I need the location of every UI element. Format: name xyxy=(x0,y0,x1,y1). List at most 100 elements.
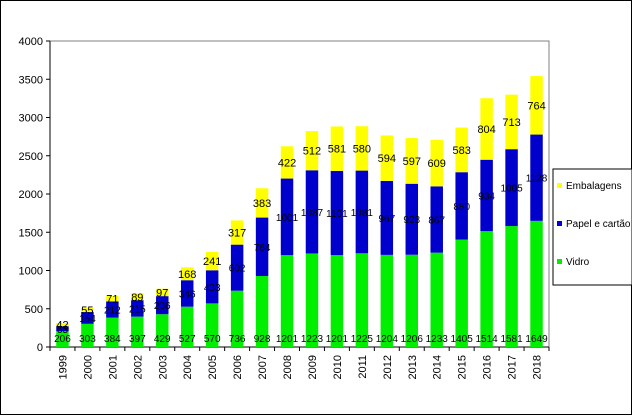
value-label: 867 xyxy=(428,216,445,227)
x-tick-label: 2015 xyxy=(457,355,469,379)
plot-area xyxy=(49,40,550,348)
bar-segment xyxy=(230,244,244,291)
bar-segment xyxy=(131,293,144,301)
value-label: 397 xyxy=(129,334,146,345)
bar-segment xyxy=(131,316,144,347)
legend-swatch xyxy=(557,183,562,188)
bar-segment xyxy=(355,126,369,171)
value-label: 1233 xyxy=(426,334,449,345)
bar-segment xyxy=(280,178,294,256)
bar-segment xyxy=(455,239,468,347)
legend-label: Embalagens xyxy=(566,181,622,192)
value-label: 89 xyxy=(131,292,143,304)
bar-segment xyxy=(355,253,369,347)
bar-segment xyxy=(455,127,468,173)
y-tick-label: 3000 xyxy=(19,113,43,125)
x-tick-label: 2018 xyxy=(532,355,544,379)
value-label: 1223 xyxy=(301,334,324,345)
value-label: 594 xyxy=(378,153,396,165)
value-label: 570 xyxy=(204,334,221,345)
bar-segment xyxy=(106,317,119,347)
value-label: 1081 xyxy=(351,208,374,219)
value-label: 512 xyxy=(303,146,321,158)
value-label: 581 xyxy=(328,144,346,156)
value-label: 55 xyxy=(81,305,93,317)
bar-segment xyxy=(106,301,119,318)
bar-segment xyxy=(280,255,294,347)
bar-segment xyxy=(156,314,169,347)
value-label: 303 xyxy=(79,334,96,345)
bar-segment xyxy=(380,254,394,347)
bar-segment xyxy=(156,296,169,315)
x-tick-label: 2009 xyxy=(307,355,319,379)
value-label: 1204 xyxy=(376,334,399,345)
value-label: 967 xyxy=(378,214,395,225)
bar-segment xyxy=(205,303,219,347)
value-label: 168 xyxy=(178,269,196,281)
bar-segment xyxy=(180,280,194,307)
value-label: 1001 xyxy=(276,213,299,224)
x-tick-label: 2012 xyxy=(382,355,394,379)
bar-segment xyxy=(280,146,294,179)
value-label: 154 xyxy=(79,314,96,325)
x-tick-label: 2010 xyxy=(332,355,344,379)
y-tick-label: 2000 xyxy=(19,189,43,201)
value-label: 1225 xyxy=(351,334,374,345)
x-tick-label: 2007 xyxy=(257,355,269,379)
value-label: 42 xyxy=(56,320,68,332)
x-tick-label: 2014 xyxy=(432,355,444,379)
value-label: 527 xyxy=(179,334,196,345)
bar-segment xyxy=(305,170,319,254)
value-label: 1581 xyxy=(500,334,523,345)
y-tick-label: 2500 xyxy=(19,151,43,163)
bar-segment xyxy=(81,307,94,313)
value-label: 713 xyxy=(502,117,520,129)
y-tick-label: 500 xyxy=(25,304,43,316)
value-label: 764 xyxy=(254,243,271,254)
value-label: 1206 xyxy=(401,334,424,345)
bar-segment xyxy=(230,220,244,245)
bar-segment xyxy=(305,131,319,171)
bar-segment xyxy=(205,270,219,304)
value-label: 764 xyxy=(527,100,545,112)
bar-segment xyxy=(56,326,69,332)
value-label: 804 xyxy=(477,124,495,136)
value-label: 433 xyxy=(204,283,221,294)
value-label: 346 xyxy=(179,289,196,300)
bar-segment xyxy=(480,98,493,160)
bar-segment xyxy=(81,323,94,347)
x-tick-label: 2001 xyxy=(107,355,119,379)
value-label: 422 xyxy=(278,157,296,169)
x-tick-label: 2008 xyxy=(282,355,294,379)
y-tick-label: 4000 xyxy=(19,36,43,48)
bar-segment xyxy=(480,159,493,232)
value-label: 1128 xyxy=(526,174,548,185)
bar-segment xyxy=(56,323,69,327)
bar-segment xyxy=(255,188,269,218)
value-label: 71 xyxy=(106,294,118,306)
value-label: 928 xyxy=(403,215,420,226)
bar-segment xyxy=(530,76,543,135)
x-tick-label: 2000 xyxy=(82,355,94,379)
y-tick-label: 1000 xyxy=(19,266,43,278)
x-tick-label: 2004 xyxy=(182,355,194,379)
value-label: 384 xyxy=(104,334,121,345)
legend-swatch xyxy=(557,259,562,264)
bar-segment xyxy=(380,135,394,181)
bar-segment xyxy=(505,226,518,347)
value-label: 236 xyxy=(154,301,171,312)
bar-segment xyxy=(56,331,69,347)
value-label: 215 xyxy=(129,304,146,315)
value-label: 597 xyxy=(403,156,421,168)
bar-segment xyxy=(255,217,269,277)
value-label: 1087 xyxy=(301,208,324,219)
value-label: 602 xyxy=(229,264,246,275)
x-tick-label: 2016 xyxy=(482,355,494,379)
value-label: 1649 xyxy=(525,334,548,345)
x-tick-label: 2006 xyxy=(232,355,244,379)
value-label: 736 xyxy=(229,334,246,345)
y-tick-label: 1500 xyxy=(19,227,43,239)
y-tick-label: 0 xyxy=(37,342,43,354)
bar-segment xyxy=(455,172,468,240)
